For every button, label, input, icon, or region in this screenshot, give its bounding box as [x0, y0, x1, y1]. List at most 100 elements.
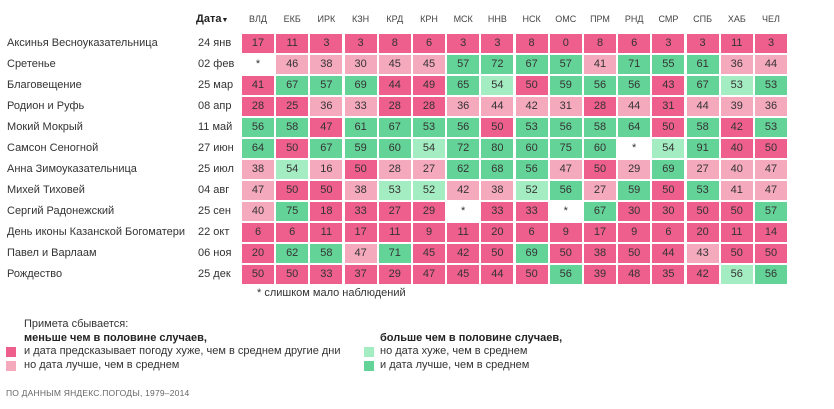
heatmap-cell: 14 [755, 223, 787, 242]
heatmap-cell: 30 [618, 202, 651, 221]
heatmap-cell: 60 [515, 139, 548, 158]
heatmap-cell: 50 [755, 139, 787, 158]
heatmap-cell: 56 [584, 76, 616, 95]
heatmap-cell: 20 [686, 223, 719, 242]
legend-right-heading: больше чем в половине случаев, [380, 332, 563, 344]
heatmap-cell: 56 [755, 265, 787, 284]
heatmap-cell: 44 [686, 97, 719, 116]
row-date: 27 июн [198, 142, 234, 154]
heatmap-cell: 65 [447, 76, 480, 95]
heatmap-cell: 47 [344, 244, 377, 263]
heatmap-cell: 58 [276, 118, 309, 137]
heatmap-cell: 30 [344, 55, 377, 74]
column-header[interactable]: МСК [453, 14, 473, 24]
heatmap-cell: 49 [413, 76, 445, 95]
column-header[interactable]: ОМС [555, 14, 577, 24]
column-header[interactable]: ВЛД [249, 14, 267, 24]
column-header[interactable]: ХАБ [727, 14, 746, 24]
heatmap-cell: 40 [720, 139, 753, 158]
heatmap-cell: 50 [481, 244, 514, 263]
heatmap-cell: 75 [276, 202, 309, 221]
heatmap-cell: 42 [686, 265, 719, 284]
legend-left-heading: меньше чем в половине случаев, [24, 332, 207, 344]
heatmap-cell: 50 [515, 76, 548, 95]
heatmap-cell: 68 [481, 160, 514, 179]
heatmap-cell: 64 [242, 139, 274, 158]
heatmap-cell: 11 [276, 34, 309, 53]
row-label: Михей Тиховей [7, 184, 85, 196]
column-header[interactable]: СМР [658, 14, 679, 24]
heatmap-cell: 29 [413, 202, 445, 221]
heatmap-cell: 45 [378, 55, 411, 74]
heatmap-cell: 53 [515, 118, 548, 137]
heatmap-cell: 38 [481, 181, 514, 200]
heatmap-cell: 29 [618, 160, 651, 179]
row-date: 25 дек [198, 268, 231, 280]
heatmap-cell: 3 [686, 34, 719, 53]
heatmap-cell: 69 [515, 244, 548, 263]
heatmap-cell: 42 [515, 97, 548, 116]
row-date: 24 янв [198, 37, 232, 49]
heatmap-cell: 41 [584, 55, 616, 74]
column-header[interactable]: КРН [420, 14, 438, 24]
heatmap-cell: 47 [242, 181, 274, 200]
row-date: 22 окт [198, 226, 230, 238]
heatmap-cell: 56 [549, 265, 582, 284]
heatmap-cell: 56 [549, 118, 582, 137]
heatmap-cell: 43 [686, 244, 719, 263]
heatmap-cell: 56 [242, 118, 274, 137]
heatmap-cell: 36 [310, 97, 343, 116]
column-header[interactable]: СПБ [693, 14, 713, 24]
heatmap-cell: 64 [618, 118, 651, 137]
row-date: 06 ноя [198, 247, 232, 259]
heatmap-cell: 52 [515, 181, 548, 200]
heatmap-cell: 59 [549, 76, 582, 95]
heatmap-cell: 54 [652, 139, 685, 158]
heatmap-cell: 40 [242, 202, 274, 221]
heatmap-cell: 27 [378, 202, 411, 221]
heatmap-cell: 57 [310, 76, 343, 95]
heatmap-cell: 67 [310, 139, 343, 158]
heatmap-cell: 53 [720, 76, 753, 95]
column-header[interactable]: ЧЕЛ [762, 14, 780, 24]
heatmap-cell: 56 [447, 118, 480, 137]
heatmap-cell: 44 [755, 55, 787, 74]
heatmap-cell: 35 [652, 265, 685, 284]
heatmap-cell: 67 [378, 118, 411, 137]
heatmap-cell: 59 [618, 181, 651, 200]
heatmap-cell: 50 [618, 244, 651, 263]
heatmap-cell: 38 [242, 160, 274, 179]
heatmap-cell: 57 [755, 202, 787, 221]
row-label: Родион и Руфь [7, 100, 85, 112]
column-header[interactable]: ПРМ [590, 14, 610, 24]
heatmap-cell: * [618, 139, 651, 158]
column-header[interactable]: ЕКБ [283, 14, 301, 24]
heatmap-cell: 47 [549, 160, 582, 179]
heatmap-cell: 60 [584, 139, 616, 158]
date-column-header[interactable]: Дата▼ [196, 13, 229, 25]
heatmap-cell: 11 [720, 223, 753, 242]
row-label: День иконы Казанской Богоматери [7, 226, 186, 238]
heatmap-cell: 47 [755, 160, 787, 179]
heatmap-cell: 50 [276, 265, 309, 284]
heatmap-cell: 50 [515, 265, 548, 284]
heatmap-cell: 3 [344, 34, 377, 53]
column-header[interactable]: ННВ [487, 14, 507, 24]
heatmap-cell: 11 [378, 223, 411, 242]
heatmap-cell: 62 [276, 244, 309, 263]
heatmap-cell: * [447, 202, 480, 221]
row-label: Мокий Мокрый [7, 121, 83, 133]
legend-swatch-worse-more [364, 347, 374, 357]
heatmap-cell: 6 [652, 223, 685, 242]
column-header[interactable]: НСК [522, 14, 541, 24]
heatmap-cell: 16 [310, 160, 343, 179]
column-header[interactable]: КЗН [352, 14, 370, 24]
heatmap-cell: 42 [720, 118, 753, 137]
heatmap-cell: 31 [652, 97, 685, 116]
heatmap-cell: 75 [549, 139, 582, 158]
column-header[interactable]: ИРК [317, 14, 336, 24]
column-header[interactable]: РНД [624, 14, 644, 24]
column-header[interactable]: КРД [386, 14, 404, 24]
heatmap-cell: 0 [549, 34, 582, 53]
heatmap-cell: 48 [618, 265, 651, 284]
